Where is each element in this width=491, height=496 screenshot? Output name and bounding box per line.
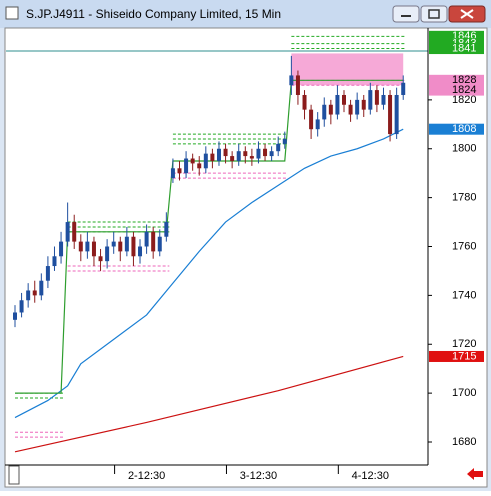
candle-body	[394, 94, 399, 135]
y-tick-label: 1740	[452, 289, 476, 301]
maximize-icon	[428, 9, 440, 19]
candle-body	[111, 241, 116, 247]
candle-body	[328, 104, 333, 115]
y-tick-label: 1700	[452, 387, 476, 399]
candle-body	[32, 290, 37, 296]
candle-body	[295, 75, 300, 95]
indicator-line	[14, 128, 404, 419]
candle-body	[170, 168, 175, 179]
candle-body	[355, 99, 360, 115]
candle-body	[184, 158, 189, 174]
candle-body	[203, 153, 208, 169]
candle-body	[144, 231, 149, 247]
candle-body	[368, 90, 373, 110]
candle-body	[276, 143, 281, 152]
candle-body	[348, 104, 353, 115]
candle-body	[249, 156, 254, 159]
candle-body	[45, 266, 50, 281]
price-tag	[429, 350, 484, 362]
candle-body	[65, 222, 70, 242]
candle-body	[19, 300, 24, 313]
candle-body	[72, 222, 77, 242]
scroll-arrow[interactable]	[467, 468, 483, 480]
candle-body	[124, 236, 129, 252]
candle-body	[256, 148, 261, 159]
candle-body	[210, 153, 215, 161]
chart-area	[4, 27, 488, 488]
candle-body	[131, 236, 136, 257]
maximize-button[interactable]	[420, 5, 448, 23]
indicator-line	[14, 355, 404, 453]
candle-body	[52, 256, 57, 267]
candle-body	[388, 94, 393, 135]
price-tag-label: 1841	[452, 42, 476, 54]
candle-body	[230, 156, 235, 161]
candle-body	[98, 256, 103, 262]
candle-body	[78, 241, 83, 252]
price-tag	[429, 74, 484, 86]
price-tag-label: 1715	[452, 350, 476, 362]
y-tick-label: 1720	[452, 338, 476, 350]
candle-body	[105, 246, 110, 262]
y-tick-label: 1800	[452, 143, 476, 155]
candle-body	[401, 82, 406, 95]
candle-body	[26, 290, 31, 301]
candle-body	[302, 94, 307, 110]
candle-body	[282, 138, 287, 144]
candle-body	[374, 90, 379, 105]
candle-body	[151, 231, 156, 252]
indicator-line	[15, 79, 404, 394]
y-tick-label: 1760	[452, 240, 476, 252]
candle-body	[39, 280, 44, 296]
candle-body	[322, 104, 327, 120]
price-tag-label: 1808	[452, 123, 476, 135]
candle-body	[190, 158, 195, 164]
price-tag-label: 1828	[452, 74, 476, 86]
price-tag	[429, 30, 484, 42]
candle-body	[157, 236, 162, 252]
candle-body	[177, 168, 182, 174]
candle-body	[91, 241, 96, 257]
candle-body	[309, 109, 314, 130]
candle-body	[263, 148, 268, 157]
candle-body	[138, 246, 143, 257]
scroll-handle[interactable]	[8, 465, 20, 485]
x-tick-label: 3-12:30	[240, 470, 277, 482]
x-tick-label: 2-12:30	[128, 470, 165, 482]
candle-body	[236, 151, 241, 161]
y-tick-label: 1780	[452, 192, 476, 204]
candle-body	[243, 151, 248, 157]
candle-body	[342, 94, 346, 105]
window-title: S.JP.J4911 - Shiseido Company Limited, 1…	[26, 7, 281, 21]
candle-body	[85, 241, 90, 252]
candle-body	[335, 94, 340, 115]
candle-body	[381, 94, 386, 105]
candle-body	[269, 151, 274, 157]
candle-body	[118, 241, 123, 252]
close-icon	[460, 9, 474, 19]
price-tag	[429, 84, 484, 96]
candle-body	[13, 312, 17, 320]
candle-body	[315, 119, 320, 130]
candle-body	[216, 148, 221, 161]
y-tick-label: 1820	[452, 94, 476, 106]
candle-body	[59, 241, 64, 257]
window-icon	[5, 6, 19, 20]
candle-body	[361, 99, 366, 110]
minimize-button[interactable]	[392, 5, 420, 23]
candle-body	[289, 75, 294, 86]
candle-body	[223, 148, 228, 157]
y-tick-label: 1680	[452, 436, 476, 448]
candle-body	[197, 163, 202, 169]
price-tag	[429, 43, 484, 55]
price-tag-label: 1824	[452, 84, 476, 96]
x-tick-label: 4-12:30	[352, 470, 389, 482]
candle-body	[164, 222, 169, 237]
price-tag	[429, 123, 484, 135]
